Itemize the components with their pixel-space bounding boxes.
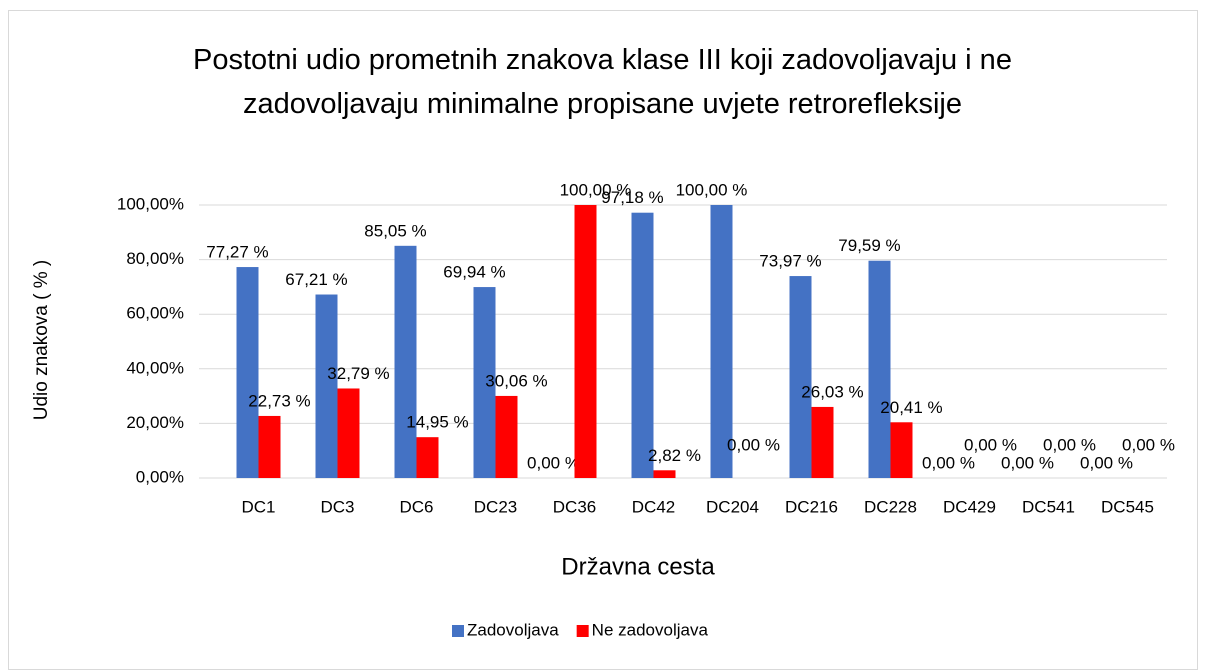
x-axis-label: Državna cesta bbox=[561, 553, 715, 580]
legend-swatch bbox=[452, 625, 464, 637]
value-label: 79,59 % bbox=[838, 236, 900, 255]
value-label: 20,41 % bbox=[880, 398, 942, 417]
chart-title: Postotni udio prometnih znakova klase II… bbox=[193, 44, 1012, 120]
bar bbox=[473, 287, 496, 478]
value-label: 85,05 % bbox=[364, 221, 426, 240]
x-tick-label: DC204 bbox=[706, 497, 759, 516]
legend-label: Zadovoljava bbox=[467, 620, 559, 639]
y-tick-label: 20,00% bbox=[126, 413, 184, 432]
value-label: 100,00 % bbox=[560, 180, 632, 199]
x-tick-label: DC23 bbox=[474, 497, 517, 516]
value-label: 67,21 % bbox=[285, 270, 347, 289]
x-tick-label: DC429 bbox=[943, 497, 996, 516]
value-label: 22,73 % bbox=[248, 391, 310, 410]
value-label: 0,00 % bbox=[1001, 453, 1054, 472]
x-tick-label: DC42 bbox=[632, 497, 675, 516]
bar bbox=[416, 437, 439, 478]
value-label: 77,27 % bbox=[206, 243, 268, 262]
x-tick-label: DC541 bbox=[1022, 497, 1075, 516]
bar bbox=[394, 245, 417, 478]
y-tick-label: 60,00% bbox=[126, 304, 184, 323]
bar bbox=[258, 415, 281, 478]
x-tick-label: DC3 bbox=[320, 497, 354, 516]
value-label: 0,00 % bbox=[1043, 435, 1096, 454]
x-tick-label: DC545 bbox=[1101, 497, 1154, 516]
y-tick-label: 100,00% bbox=[117, 194, 184, 213]
value-label: 73,97 % bbox=[759, 252, 821, 271]
value-label: 0,00 % bbox=[1080, 453, 1133, 472]
value-label: 0,00 % bbox=[527, 453, 580, 472]
value-label: 97,18 % bbox=[601, 188, 663, 207]
value-label: 26,03 % bbox=[801, 382, 863, 401]
bar bbox=[631, 212, 654, 478]
bar bbox=[495, 395, 518, 478]
y-axis-label: Udio znakova ( % ) bbox=[31, 260, 52, 421]
y-tick-label: 40,00% bbox=[126, 358, 184, 377]
bar bbox=[574, 205, 597, 478]
bar bbox=[811, 406, 834, 478]
bar bbox=[337, 388, 360, 478]
value-label: 2,82 % bbox=[648, 446, 701, 465]
bar bbox=[653, 470, 676, 478]
value-label: 0,00 % bbox=[964, 435, 1017, 454]
value-label: 0,00 % bbox=[727, 435, 780, 454]
x-tick-label: DC216 bbox=[785, 497, 838, 516]
value-label: 30,06 % bbox=[485, 371, 547, 390]
y-tick-label: 0,00% bbox=[136, 467, 184, 486]
y-tick-label: 80,00% bbox=[126, 249, 184, 268]
legend-label: Ne zadovoljava bbox=[592, 620, 709, 639]
value-label: 14,95 % bbox=[406, 413, 468, 432]
bar bbox=[789, 276, 812, 478]
bar bbox=[890, 422, 913, 478]
value-label: 32,79 % bbox=[327, 364, 389, 383]
x-tick-label: DC36 bbox=[553, 497, 596, 516]
bar bbox=[315, 294, 338, 478]
x-tick-label: DC228 bbox=[864, 497, 917, 516]
value-label: 0,00 % bbox=[1122, 435, 1175, 454]
bar bbox=[868, 260, 891, 478]
legend-swatch bbox=[576, 625, 589, 637]
value-label: 69,94 % bbox=[443, 263, 505, 282]
bar bbox=[236, 267, 259, 478]
x-tick-label: DC6 bbox=[399, 497, 433, 516]
value-label: 100,00 % bbox=[676, 180, 748, 199]
x-tick-label: DC1 bbox=[241, 497, 275, 516]
value-label: 0,00 % bbox=[922, 453, 975, 472]
bar bbox=[710, 205, 733, 478]
